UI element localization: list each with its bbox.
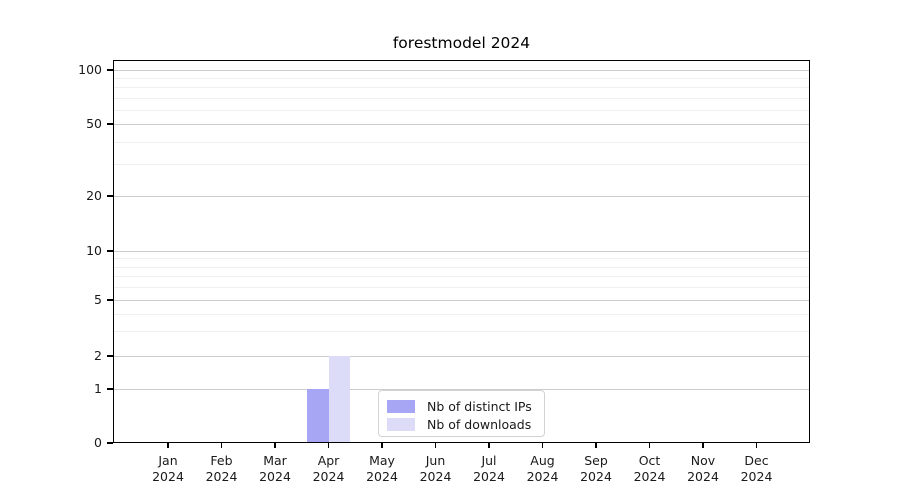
x-tick-mark: [274, 443, 276, 448]
gridline-minor: [113, 331, 810, 333]
x-tick-year: 2024: [205, 468, 238, 484]
x-tick-mark: [167, 443, 169, 448]
gridline-minor: [113, 164, 810, 166]
y-tick-mark: [107, 388, 113, 390]
gridline-minor: [113, 87, 810, 89]
y-tick-label: 1: [94, 381, 102, 396]
y-tick-mark: [107, 69, 113, 71]
gridline-major: [113, 251, 810, 252]
x-tick-mark: [595, 443, 597, 448]
gridline-minor: [113, 97, 810, 99]
y-tick-label: 2: [94, 348, 102, 363]
y-tick-mark: [107, 250, 113, 252]
gridline-minor: [113, 258, 810, 260]
legend-swatch-nb-of-distinct-ips: [387, 399, 415, 413]
x-tick-month: May: [369, 453, 395, 468]
gridline-major: [113, 196, 810, 197]
y-tick-label: 50: [86, 116, 102, 131]
x-tick-year: 2024: [259, 468, 291, 484]
x-tick-mark: [381, 443, 383, 448]
gridline-minor: [113, 266, 810, 268]
y-tick-label: 5: [94, 292, 102, 307]
x-tick-year: 2024: [633, 468, 666, 484]
legend-entry: Nb of downloads: [387, 415, 544, 433]
x-tick-mark: [648, 443, 651, 448]
x-tick-label: Sep 2024: [564, 453, 628, 484]
x-tick-month: Oct: [638, 453, 661, 468]
gridline-major: [113, 356, 810, 357]
x-tick-label: Jan 2024: [136, 453, 200, 484]
gridline-major: [113, 300, 810, 301]
x-tick-mark: [488, 443, 490, 448]
y-tick-mark: [107, 355, 113, 357]
gridline-minor: [113, 287, 810, 289]
x-tick-month: Dec: [744, 453, 769, 468]
gridline-minor: [113, 109, 810, 111]
gridline-major: [113, 124, 810, 125]
x-tick-month: Aug: [530, 453, 555, 468]
x-tick-label: Jun 2024: [404, 453, 468, 484]
x-tick-mark: [434, 443, 437, 448]
x-tick-label: Aug 2024: [511, 453, 575, 484]
x-tick-month: Apr: [317, 453, 340, 468]
legend-box: Nb of distinct IPs Nb of downloads: [378, 390, 545, 437]
gridline-minor: [113, 141, 810, 143]
y-tick-mark: [107, 299, 113, 301]
y-tick-mark: [107, 123, 113, 125]
x-tick-month: Jul: [481, 453, 497, 468]
legend-entry: Nb of distinct IPs: [387, 397, 544, 415]
x-tick-month: Nov: [690, 453, 716, 468]
x-tick-month: Feb: [210, 453, 233, 468]
gridline-minor: [113, 78, 810, 80]
x-tick-label: Nov 2024: [671, 453, 735, 484]
gridline-minor: [113, 313, 810, 315]
x-tick-year: 2024: [580, 468, 612, 484]
x-tick-label: Feb 2024: [190, 453, 254, 484]
x-tick-mark: [327, 443, 330, 448]
x-tick-label: May 2024: [350, 453, 414, 484]
x-tick-label: Jul 2024: [457, 453, 521, 484]
x-tick-year: 2024: [687, 468, 719, 484]
x-tick-label: Apr 2024: [297, 453, 361, 484]
x-tick-year: 2024: [312, 468, 345, 484]
y-tick-label: 20: [86, 188, 102, 203]
legend-label: Nb of distinct IPs: [427, 398, 532, 414]
legend-swatch-nb-of-downloads: [387, 417, 415, 431]
bar-nb-of-distinct-ips-apr: [307, 389, 329, 443]
legend-label: Nb of downloads: [427, 416, 532, 432]
y-tick-label: 0: [94, 435, 102, 450]
x-tick-mark: [220, 443, 223, 448]
chart-title: forestmodel 2024: [392, 34, 531, 52]
gridline-major: [113, 389, 810, 390]
bar-nb-of-downloads-apr: [328, 356, 350, 443]
y-tick-label: 10: [86, 243, 102, 258]
x-tick-mark: [702, 443, 704, 448]
x-tick-label: Oct 2024: [618, 453, 682, 484]
plot-area: [113, 60, 810, 443]
gridline-minor: [113, 276, 810, 278]
x-tick-year: 2024: [366, 468, 398, 484]
x-tick-mark: [541, 443, 544, 448]
x-tick-year: 2024: [526, 468, 559, 484]
x-tick-label: Mar 2024: [243, 453, 307, 484]
x-tick-month: Jun: [425, 453, 446, 468]
x-tick-month: Mar: [263, 453, 287, 468]
y-tick-label: 100: [78, 62, 102, 77]
x-tick-label: Dec 2024: [725, 453, 789, 484]
x-tick-month: Sep: [584, 453, 608, 468]
x-tick-year: 2024: [740, 468, 773, 484]
x-tick-year: 2024: [419, 468, 452, 484]
x-tick-mark: [755, 443, 758, 448]
x-tick-year: 2024: [152, 468, 184, 484]
x-tick-year: 2024: [473, 468, 505, 484]
gridline-major: [113, 70, 810, 71]
y-tick-mark: [107, 195, 113, 197]
y-tick-mark: [107, 442, 113, 444]
x-tick-month: Jan: [158, 453, 178, 468]
